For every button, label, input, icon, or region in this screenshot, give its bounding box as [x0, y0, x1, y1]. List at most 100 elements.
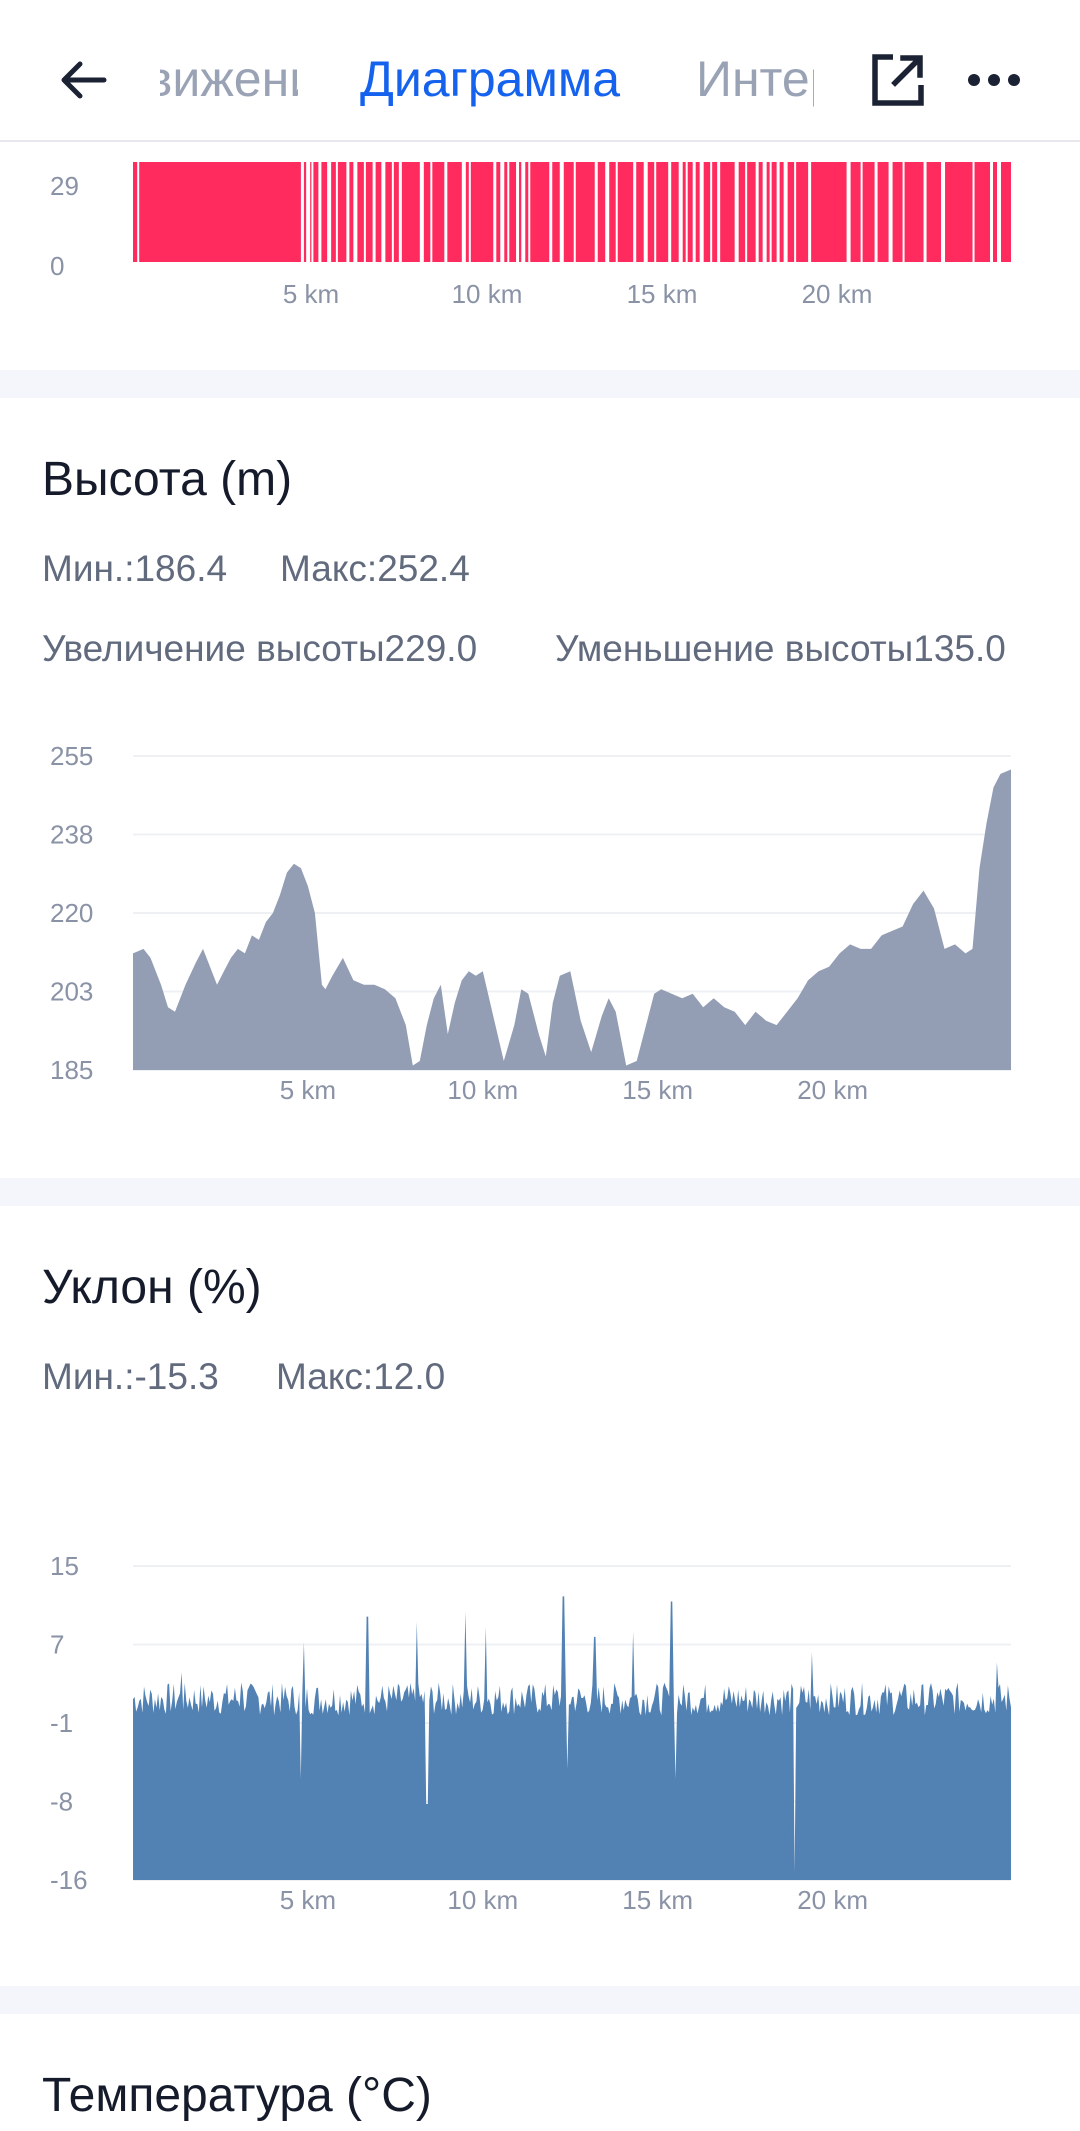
top-chart-gap [902, 162, 905, 262]
top-chart-gap [710, 162, 713, 262]
top-chart-gap [327, 162, 332, 262]
top-chart-gap [699, 162, 704, 262]
top-chart-gap [444, 162, 448, 262]
slope-max: Макс:12.0 [276, 1356, 446, 1397]
top-chart-gap [633, 162, 637, 262]
temperature-title: Температура (°C) [42, 2069, 432, 2122]
top-chart-gap [468, 162, 471, 262]
top-chart-gap [794, 162, 797, 262]
y-tick-label: 255 [50, 741, 93, 771]
top-chart-gap [500, 162, 505, 262]
top-x-tick: 5 km [283, 279, 339, 309]
top-chart-gap [654, 162, 657, 262]
top-chart-gap [398, 162, 402, 262]
top-chart-gap [776, 162, 780, 262]
top-x-tick: 10 km [452, 279, 523, 309]
top-chart-gap [808, 162, 812, 262]
y-tick-label: 185 [50, 1055, 93, 1085]
y-tick-label: -1 [50, 1708, 73, 1738]
top-chart-gap [559, 162, 564, 262]
x-tick-label: 5 km [280, 1075, 336, 1105]
top-chart-gap [783, 162, 788, 262]
top-y-tick-min: 0 [50, 251, 64, 281]
top-chart-gap [668, 162, 672, 262]
slope-min: Мин.:-15.3 [42, 1356, 219, 1397]
top-chart-gap [346, 162, 350, 262]
tab-chart[interactable]: Диаграмма [360, 51, 621, 107]
section-divider [0, 370, 1080, 398]
top-chart-gap [692, 162, 696, 262]
top-chart-gap [923, 162, 927, 262]
slope-area [133, 1596, 1011, 1880]
top-chart-gap [615, 162, 618, 262]
top-chart: 29 0 5 km 10 km 15 km 20 km [0, 150, 1080, 320]
top-chart-gap [997, 162, 1002, 262]
top-chart-gap [549, 162, 553, 262]
top-chart-gap [594, 162, 598, 262]
top-chart-gap [990, 162, 994, 262]
tab-intervals[interactable]: Интервалы [696, 51, 814, 107]
top-chart-gap [521, 162, 526, 262]
elevation-loss: Уменьшение высоты135.0 [555, 628, 1006, 669]
arrow-left-icon [61, 61, 107, 99]
x-tick-label: 5 km [280, 1885, 336, 1915]
top-chart-gap [888, 162, 893, 262]
x-tick-label: 15 km [622, 1075, 693, 1105]
y-tick-label: 220 [50, 898, 93, 928]
share-button[interactable] [862, 44, 934, 116]
slope-title: Уклон (%) [42, 1261, 262, 1314]
top-chart-gap [353, 162, 358, 262]
elevation-chart: 255 238 220 203 185 5 km 10 km 15 km 20 km [0, 730, 1080, 1130]
top-chart-gap [717, 162, 721, 262]
top-chart-gap [335, 162, 338, 262]
top-chart-gap [137, 162, 140, 262]
top-chart-gap [755, 162, 759, 262]
section-divider [0, 1178, 1080, 1206]
y-tick-label: 238 [50, 820, 93, 850]
y-tick-label: 15 [50, 1551, 79, 1581]
top-chart-gap [573, 162, 576, 262]
y-tick-label: 203 [50, 977, 93, 1007]
more-horizontal-icon [968, 74, 1020, 86]
top-chart-gap [363, 162, 366, 262]
elevation-title: Высота (m) [42, 453, 293, 506]
top-chart-gap [941, 162, 946, 262]
top-chart-gap [461, 162, 466, 262]
top-chart-svg: 29 0 5 km 10 km 15 km 20 km [50, 162, 1011, 309]
top-chart-gap [769, 162, 772, 262]
top-chart-gap [419, 162, 424, 262]
x-tick-label: 10 km [447, 1075, 518, 1105]
top-chart-gap [605, 162, 610, 262]
external-link-icon [872, 54, 924, 106]
top-chart-gap [745, 162, 748, 262]
elevation-min: Мин.:186.4 [42, 548, 228, 589]
top-chart-gap [762, 162, 767, 262]
y-tick-label: -16 [50, 1865, 88, 1895]
top-chart-gap [860, 162, 863, 262]
top-chart-gap [381, 162, 386, 262]
y-tick-label: -8 [50, 1787, 73, 1817]
back-button[interactable] [48, 44, 120, 116]
top-chart-bar [133, 162, 1011, 262]
top-chart-gap [430, 162, 433, 262]
tab-movement[interactable]: Движение [160, 51, 298, 107]
more-button[interactable] [958, 44, 1030, 116]
top-chart-gap [300, 162, 304, 262]
top-chart-gap [493, 162, 497, 262]
top-chart-gap [318, 162, 322, 262]
top-chart-gap [685, 162, 688, 262]
top-chart-gap [874, 162, 878, 262]
x-tick-label: 20 km [797, 1885, 868, 1915]
elevation-max: Макс:252.4 [280, 548, 470, 589]
top-chart-gap [734, 162, 739, 262]
top-chart-gap [306, 162, 311, 262]
slope-chart: 15 7 -1 -8 -16 5 km 10 km 15 km 20 km [0, 1540, 1080, 1940]
top-chart-gap [311, 162, 314, 262]
x-tick-label: 20 km [797, 1075, 868, 1105]
top-chart-gap [846, 162, 851, 262]
top-chart-gap [643, 162, 648, 262]
elevation-chart-svg: 255 238 220 203 185 5 km 10 km 15 km 20 km [50, 741, 1011, 1105]
elevation-gain: Увеличение высоты229.0 [42, 628, 478, 669]
top-y-tick-max: 29 [50, 171, 79, 201]
top-chart-gap [972, 162, 975, 262]
